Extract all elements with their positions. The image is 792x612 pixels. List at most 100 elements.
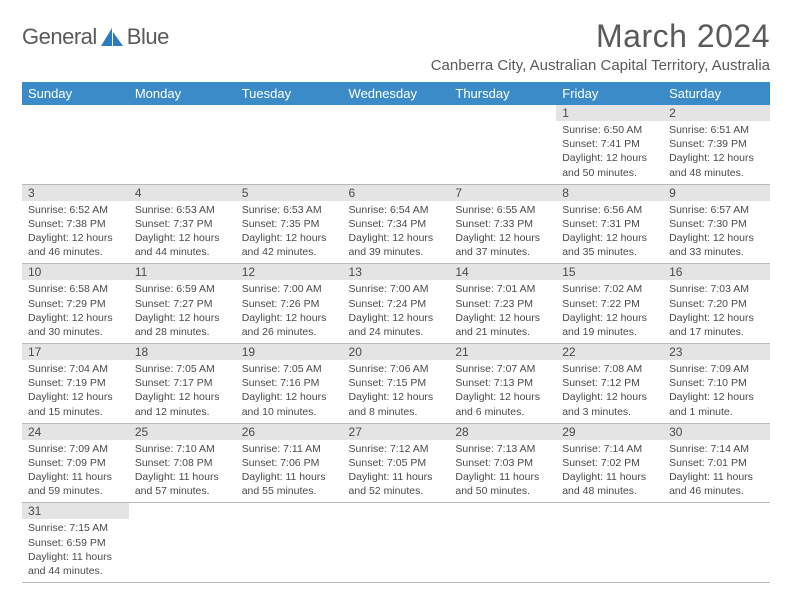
- day-detail-row: Sunrise: 6:58 AMSunset: 7:29 PMDaylight:…: [22, 280, 770, 343]
- sunrise-line: Sunrise: 6:51 AM: [669, 123, 764, 137]
- day-number: 19: [236, 344, 343, 361]
- daylight-line-2: and 17 minutes.: [669, 325, 764, 339]
- day-number: 4: [129, 184, 236, 201]
- sunrise-line: Sunrise: 6:56 AM: [562, 203, 657, 217]
- day-detail: Sunrise: 7:06 AMSunset: 7:15 PMDaylight:…: [343, 360, 450, 423]
- day-number: 11: [129, 264, 236, 281]
- day-detail: Sunrise: 7:14 AMSunset: 7:02 PMDaylight:…: [556, 440, 663, 503]
- daylight-line-2: and 21 minutes.: [455, 325, 550, 339]
- day-number-row: 10111213141516: [22, 264, 770, 281]
- weekday-header: Sunday: [22, 82, 129, 105]
- day-detail: Sunrise: 7:10 AMSunset: 7:08 PMDaylight:…: [129, 440, 236, 503]
- sunset-line: Sunset: 7:15 PM: [349, 376, 444, 390]
- sunset-line: Sunset: 7:19 PM: [28, 376, 123, 390]
- logo-text-blue: Blue: [127, 24, 169, 50]
- sunset-line: Sunset: 7:38 PM: [28, 217, 123, 231]
- daylight-line-1: Daylight: 12 hours: [28, 311, 123, 325]
- day-detail-row: Sunrise: 6:50 AMSunset: 7:41 PMDaylight:…: [22, 121, 770, 184]
- sunrise-line: Sunrise: 7:04 AM: [28, 362, 123, 376]
- day-detail: Sunrise: 7:00 AMSunset: 7:26 PMDaylight:…: [236, 280, 343, 343]
- weekday-header: Monday: [129, 82, 236, 105]
- daylight-line-2: and 26 minutes.: [242, 325, 337, 339]
- daylight-line-2: and 46 minutes.: [669, 484, 764, 498]
- daylight-line-2: and 59 minutes.: [28, 484, 123, 498]
- sunrise-line: Sunrise: 7:01 AM: [455, 282, 550, 296]
- day-detail: Sunrise: 7:11 AMSunset: 7:06 PMDaylight:…: [236, 440, 343, 503]
- sunset-line: Sunset: 7:09 PM: [28, 456, 123, 470]
- day-detail: Sunrise: 6:52 AMSunset: 7:38 PMDaylight:…: [22, 201, 129, 264]
- sunset-line: Sunset: 6:59 PM: [28, 536, 123, 550]
- daylight-line-2: and 50 minutes.: [455, 484, 550, 498]
- empty-cell: [22, 105, 129, 121]
- day-number-row: 24252627282930: [22, 423, 770, 440]
- empty-cell: [236, 105, 343, 121]
- sunrise-line: Sunrise: 7:12 AM: [349, 442, 444, 456]
- sunset-line: Sunset: 7:16 PM: [242, 376, 337, 390]
- day-detail: Sunrise: 6:54 AMSunset: 7:34 PMDaylight:…: [343, 201, 450, 264]
- daylight-line-1: Daylight: 12 hours: [669, 390, 764, 404]
- day-number: 20: [343, 344, 450, 361]
- sunset-line: Sunset: 7:23 PM: [455, 297, 550, 311]
- empty-cell: [129, 105, 236, 121]
- sunrise-line: Sunrise: 6:53 AM: [135, 203, 230, 217]
- sunset-line: Sunset: 7:20 PM: [669, 297, 764, 311]
- day-number: 24: [22, 423, 129, 440]
- daylight-line-1: Daylight: 12 hours: [669, 231, 764, 245]
- daylight-line-2: and 46 minutes.: [28, 245, 123, 259]
- day-detail: Sunrise: 7:13 AMSunset: 7:03 PMDaylight:…: [449, 440, 556, 503]
- sunrise-line: Sunrise: 6:58 AM: [28, 282, 123, 296]
- day-detail: Sunrise: 7:08 AMSunset: 7:12 PMDaylight:…: [556, 360, 663, 423]
- day-detail: Sunrise: 7:14 AMSunset: 7:01 PMDaylight:…: [663, 440, 770, 503]
- sunset-line: Sunset: 7:06 PM: [242, 456, 337, 470]
- day-detail: Sunrise: 7:12 AMSunset: 7:05 PMDaylight:…: [343, 440, 450, 503]
- sunset-line: Sunset: 7:01 PM: [669, 456, 764, 470]
- daylight-line-2: and 44 minutes.: [135, 245, 230, 259]
- sunset-line: Sunset: 7:35 PM: [242, 217, 337, 231]
- daylight-line-1: Daylight: 12 hours: [455, 390, 550, 404]
- daylight-line-2: and 35 minutes.: [562, 245, 657, 259]
- day-detail: Sunrise: 6:56 AMSunset: 7:31 PMDaylight:…: [556, 201, 663, 264]
- daylight-line-1: Daylight: 11 hours: [562, 470, 657, 484]
- daylight-line-2: and 3 minutes.: [562, 405, 657, 419]
- weekday-header: Friday: [556, 82, 663, 105]
- sunset-line: Sunset: 7:22 PM: [562, 297, 657, 311]
- daylight-line-2: and 33 minutes.: [669, 245, 764, 259]
- sunset-line: Sunset: 7:05 PM: [349, 456, 444, 470]
- sunrise-line: Sunrise: 7:05 AM: [242, 362, 337, 376]
- sunset-line: Sunset: 7:39 PM: [669, 137, 764, 151]
- daylight-line-1: Daylight: 12 hours: [349, 311, 444, 325]
- sunset-line: Sunset: 7:27 PM: [135, 297, 230, 311]
- empty-cell: [343, 519, 450, 582]
- daylight-line-2: and 12 minutes.: [135, 405, 230, 419]
- daylight-line-2: and 52 minutes.: [349, 484, 444, 498]
- month-title: March 2024: [431, 18, 770, 55]
- daylight-line-1: Daylight: 11 hours: [242, 470, 337, 484]
- day-number: 22: [556, 344, 663, 361]
- sunrise-line: Sunrise: 6:59 AM: [135, 282, 230, 296]
- day-number: 28: [449, 423, 556, 440]
- daylight-line-2: and 8 minutes.: [349, 405, 444, 419]
- sunset-line: Sunset: 7:08 PM: [135, 456, 230, 470]
- day-number-row: 31: [22, 503, 770, 520]
- sunrise-line: Sunrise: 7:09 AM: [28, 442, 123, 456]
- day-detail: Sunrise: 7:05 AMSunset: 7:16 PMDaylight:…: [236, 360, 343, 423]
- day-detail: Sunrise: 7:07 AMSunset: 7:13 PMDaylight:…: [449, 360, 556, 423]
- day-detail-row: Sunrise: 7:09 AMSunset: 7:09 PM Daylight:…: [22, 440, 770, 503]
- location: Canberra City, Australian Capital Territ…: [431, 57, 770, 74]
- empty-cell: [449, 519, 556, 582]
- day-detail: Sunrise: 7:01 AMSunset: 7:23 PMDaylight:…: [449, 280, 556, 343]
- day-number: 10: [22, 264, 129, 281]
- logo-text-general: General: [22, 24, 97, 50]
- sunrise-line: Sunrise: 6:52 AM: [28, 203, 123, 217]
- day-number: 31: [22, 503, 129, 520]
- daylight-line-1: Daylight: 12 hours: [28, 231, 123, 245]
- day-detail: Sunrise: 6:53 AMSunset: 7:35 PMDaylight:…: [236, 201, 343, 264]
- day-detail: Sunrise: 7:09 AMSunset: 7:10 PMDaylight:…: [663, 360, 770, 423]
- sunrise-line: Sunrise: 7:11 AM: [242, 442, 337, 456]
- day-number: 25: [129, 423, 236, 440]
- sunrise-line: Sunrise: 7:00 AM: [349, 282, 444, 296]
- daylight-line-2: and 24 minutes.: [349, 325, 444, 339]
- day-detail-row: Sunrise: 7:15 AMSunset: 6:59 PMDaylight:…: [22, 519, 770, 582]
- day-number: 8: [556, 184, 663, 201]
- sunrise-line: Sunrise: 7:07 AM: [455, 362, 550, 376]
